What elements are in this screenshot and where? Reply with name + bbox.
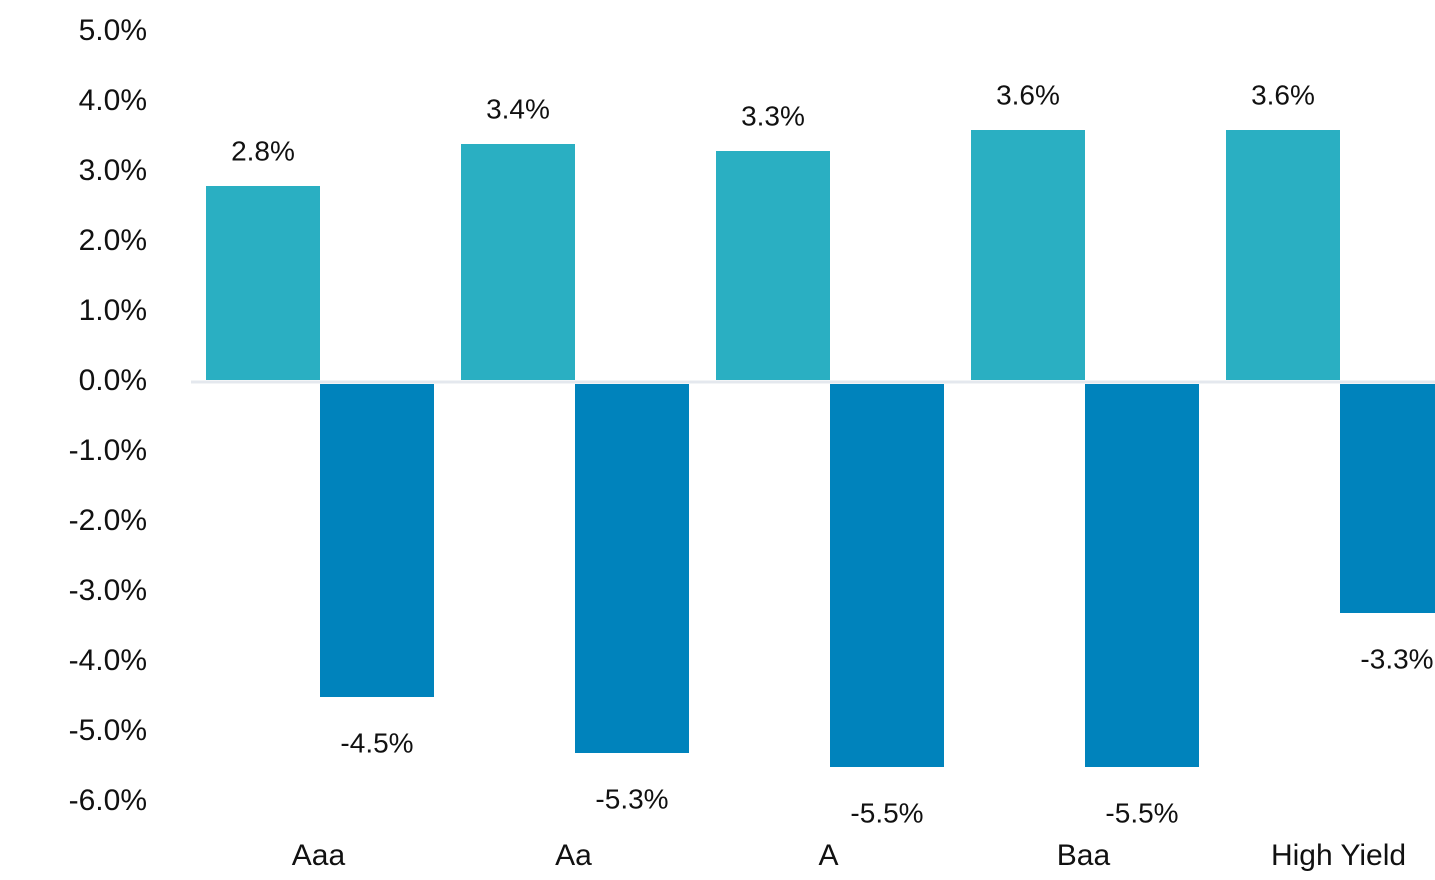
negative-bar-a — [830, 384, 944, 767]
data-label: 3.6% — [996, 79, 1060, 110]
x-category-label: A — [818, 839, 838, 872]
y-tick-label: 4.0% — [79, 84, 147, 117]
data-label: 3.3% — [741, 100, 805, 131]
y-tick-label: -4.0% — [69, 644, 147, 677]
y-tick-label: 5.0% — [79, 14, 147, 47]
x-category-label: Baa — [1057, 839, 1111, 872]
negative-bar-aa — [575, 384, 689, 753]
y-tick-label: 3.0% — [79, 154, 147, 187]
positive-bar-high-yield — [1226, 130, 1340, 380]
positive-bar-aa — [461, 144, 575, 380]
negative-bar-aaa — [320, 384, 434, 697]
data-labels: 2.8% -4.5% 3.4% -5.3% 3.3% -5.5% 3.6% -5.5% 3.6%… — [231, 79, 1433, 828]
y-axis: 5.0% 4.0% 3.0% 2.0% 1.0% 0.0% -1.0% -2.0% -3.0% -… — [69, 14, 147, 817]
data-label: -5.5% — [850, 797, 923, 828]
y-tick-label: -3.0% — [69, 574, 147, 607]
x-axis: Aaa Aa A Baa High Yield — [292, 839, 1406, 872]
x-category-label: Aaa — [292, 839, 346, 872]
negative-bar-high-yield — [1340, 384, 1435, 613]
data-label: -5.5% — [1105, 797, 1178, 828]
y-tick-label: -1.0% — [69, 434, 147, 467]
data-label: -4.5% — [340, 727, 413, 758]
y-tick-label: -5.0% — [69, 714, 147, 747]
negative-bar-baa — [1085, 384, 1199, 767]
positive-bar-a — [716, 151, 830, 380]
positive-bar-aaa — [206, 186, 320, 380]
y-tick-label: 0.0% — [79, 364, 147, 397]
y-tick-label: 1.0% — [79, 294, 147, 327]
data-label: 3.4% — [486, 93, 550, 124]
data-label: -5.3% — [595, 783, 668, 814]
y-tick-label: 2.0% — [79, 224, 147, 257]
x-category-label: Aa — [555, 839, 592, 872]
bars — [206, 130, 1435, 767]
data-label: 2.8% — [231, 135, 295, 166]
y-tick-label: -2.0% — [69, 504, 147, 537]
data-label: -3.3% — [1360, 643, 1433, 674]
data-label: 3.6% — [1251, 79, 1315, 110]
x-category-label: High Yield — [1271, 839, 1406, 872]
y-tick-label: -6.0% — [69, 784, 147, 817]
positive-bar-baa — [971, 130, 1085, 380]
